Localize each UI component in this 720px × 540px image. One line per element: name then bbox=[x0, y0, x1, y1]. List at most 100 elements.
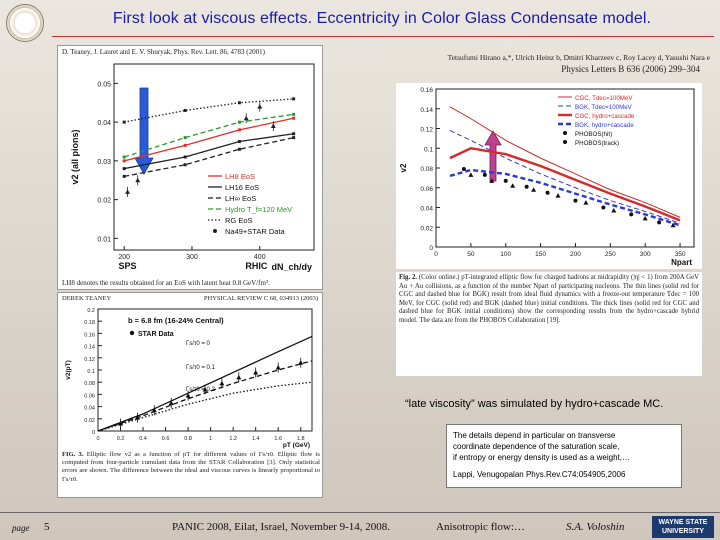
p2-ytick-label: 0.1 bbox=[424, 146, 433, 153]
p1-data-point bbox=[183, 109, 187, 112]
p3-ytick-label: 0.14 bbox=[84, 345, 95, 351]
p2-ytick-label: 0.12 bbox=[420, 127, 433, 134]
p2-data-point bbox=[461, 166, 466, 171]
p1-data-point bbox=[122, 120, 126, 124]
paper1-axes: 200 300 400 0.01 0.02 0.03 0.04 0.05 dN_ch/dy v2 … bbox=[70, 63, 315, 272]
p3-data-point bbox=[185, 393, 191, 398]
p3-data-point bbox=[219, 380, 225, 386]
p3-xtick-label: 1 bbox=[209, 436, 212, 442]
p2-highlight-arrow bbox=[484, 130, 502, 182]
p1-legend-label: LH∞ EoS bbox=[225, 194, 256, 203]
p1-legend-label: LH8 EoS bbox=[225, 172, 255, 181]
p3-series-line bbox=[97, 381, 313, 432]
p1-data-point bbox=[183, 143, 187, 147]
p3-xtick-label: 1.8 bbox=[297, 436, 305, 442]
p2-ytick-label: 0.16 bbox=[420, 87, 433, 94]
p1-data-point bbox=[122, 159, 126, 163]
p3-xtick-label: 0.8 bbox=[184, 436, 192, 442]
paper2-axes: 0 50 100 150 200 250 300 350 0 0.02 0.04 0.06 0.08 0.… bbox=[399, 87, 695, 267]
p2-frame bbox=[435, 88, 695, 248]
p3-ytick-label: 0.16 bbox=[84, 332, 95, 338]
p3-ytick-label: 0.04 bbox=[84, 406, 95, 412]
note-reference: Lappi, Venugopalan Phys.Rev.C74:054905,2… bbox=[453, 470, 626, 479]
p2-ytick-label: 0 bbox=[429, 245, 433, 252]
p3-line-label: Γs/τ0 = 0 bbox=[186, 341, 211, 347]
p2-data-point bbox=[573, 198, 578, 203]
p2-series-line bbox=[449, 168, 681, 227]
paper3-ref-right: PHYSICAL REVIEW C 68, 034913 (2003) bbox=[203, 295, 318, 302]
p2-ylabel: v2 bbox=[399, 163, 408, 172]
p2-legend-label: BGK, Tdec=100MeV bbox=[575, 104, 633, 111]
title-divider bbox=[52, 36, 714, 37]
p1-data-point bbox=[183, 155, 187, 159]
p2-legend-label: BGK, hydro+cascade bbox=[575, 122, 634, 129]
p1-data-point bbox=[183, 163, 187, 167]
p2-data-point bbox=[545, 190, 550, 195]
p2-data-point bbox=[629, 212, 634, 217]
p2-data-point bbox=[468, 172, 474, 177]
paper1-chart: 200 300 400 0.01 0.02 0.03 0.04 0.05 dN_ch/dy v2 … bbox=[70, 63, 315, 272]
p1-data-point bbox=[292, 136, 296, 140]
p3-ytick-label: 0.1 bbox=[87, 369, 95, 375]
paper3-ref-left: DEREK TEANEY bbox=[62, 295, 112, 302]
p1-legend-label: RG EoS bbox=[225, 216, 253, 225]
p2-data-point bbox=[531, 187, 537, 192]
paper2-caption: Fig. 2. (Color online.) pT-integrated el… bbox=[396, 272, 702, 376]
p3-data-point bbox=[151, 407, 157, 413]
p1-legend-label: LH16 EoS bbox=[225, 183, 259, 192]
paper2-caption-text: (Color online.) pT-integrated elliptic f… bbox=[399, 274, 700, 324]
p2-ytick-label: 0.06 bbox=[420, 186, 433, 193]
p2-data-point bbox=[601, 205, 606, 210]
p2-data-point bbox=[510, 183, 516, 188]
p1-ytick-label: 0.01 bbox=[97, 236, 111, 243]
paper-teaney-prc: DEREK TEANEY PHYSICAL REVIEW C 68, 03491… bbox=[57, 292, 323, 498]
p3-ytick-label: 0.2 bbox=[87, 308, 95, 314]
p3-ytick-label: 0.12 bbox=[84, 357, 95, 363]
p1-series-line bbox=[124, 98, 294, 123]
conference-name: PANIC 2008, Eilat, Israel, November 9-14… bbox=[172, 521, 391, 533]
p2-legend-swatch bbox=[563, 131, 567, 135]
p1-legend-swatch bbox=[213, 229, 217, 233]
p2-xtick-label: 200 bbox=[570, 251, 581, 258]
p1-data-point bbox=[257, 104, 263, 109]
p2-data-point bbox=[489, 178, 495, 183]
p1-data-point bbox=[292, 97, 296, 101]
p3-ytick-label: 0.06 bbox=[84, 393, 95, 399]
p1-data-point bbox=[237, 101, 241, 105]
p3-data-point bbox=[236, 374, 242, 380]
p3-xtick-label: 0.2 bbox=[117, 436, 125, 442]
viscosity-note: “late viscosity” was simulated by hydro+… bbox=[405, 398, 664, 410]
p2-data-point bbox=[642, 215, 648, 221]
paper1-reference: D. Teaney, J. Lauret and E. V. Shuryak, … bbox=[62, 48, 265, 56]
p3-xtick-label: 0.4 bbox=[139, 436, 147, 442]
p3-line-label: Γs/τ0 = 0.1 bbox=[186, 365, 216, 371]
p2-xlabel: Npart bbox=[671, 258, 692, 267]
p1-data-point bbox=[122, 155, 126, 159]
p3-xtick-label: 1.4 bbox=[252, 436, 260, 442]
p3-data-point bbox=[298, 360, 304, 365]
p3-xlabel: pT (GeV) bbox=[283, 442, 310, 449]
slide-title: First look at viscous effects. Eccentric… bbox=[112, 10, 652, 27]
p2-xtick-label: 300 bbox=[640, 251, 651, 258]
p1-data-point bbox=[135, 177, 141, 183]
p2-xtick-label: 350 bbox=[675, 251, 686, 258]
paper2-legend: CGC, Tdec=100MeV BGK, Tdec=100MeV CGC, hyd… bbox=[558, 95, 635, 147]
page-number: 5 bbox=[44, 521, 50, 533]
p1-xtick-label: 300 bbox=[186, 254, 198, 261]
paper3-axes: 0 0.2 0.4 0.6 0.8 1 1.2 1.4 1.6 1.8 0 0.02 0.04 0.06 0… bbox=[65, 308, 313, 449]
p3-ylabel: v2(pT) bbox=[65, 360, 72, 380]
p2-ytick-label: 0.02 bbox=[420, 225, 433, 232]
p2-legend-label: PHOBOS(track) bbox=[575, 140, 619, 147]
p2-xtick-label: 0 bbox=[434, 251, 438, 258]
paper3-caption-title: FIG. 3. bbox=[62, 451, 84, 458]
university-logo: WAYNE STATE UNIVERSITY bbox=[652, 516, 714, 538]
p3-xtick-label: 1.2 bbox=[229, 436, 237, 442]
paper1-legend: LH8 EoS LH16 EoS LH∞ EoS Hydro T_f=120 MeV R… bbox=[208, 172, 292, 236]
p2-data-point bbox=[657, 220, 662, 225]
p1-series-line bbox=[124, 117, 294, 162]
note-line-3: if entropy or energy density is used as … bbox=[453, 453, 630, 462]
p3-legend-swatch bbox=[129, 330, 135, 336]
p2-data-point bbox=[611, 207, 617, 213]
p1-xlabel: dN_ch/dy bbox=[271, 262, 312, 272]
p3-xtick-label: 1.6 bbox=[274, 436, 282, 442]
